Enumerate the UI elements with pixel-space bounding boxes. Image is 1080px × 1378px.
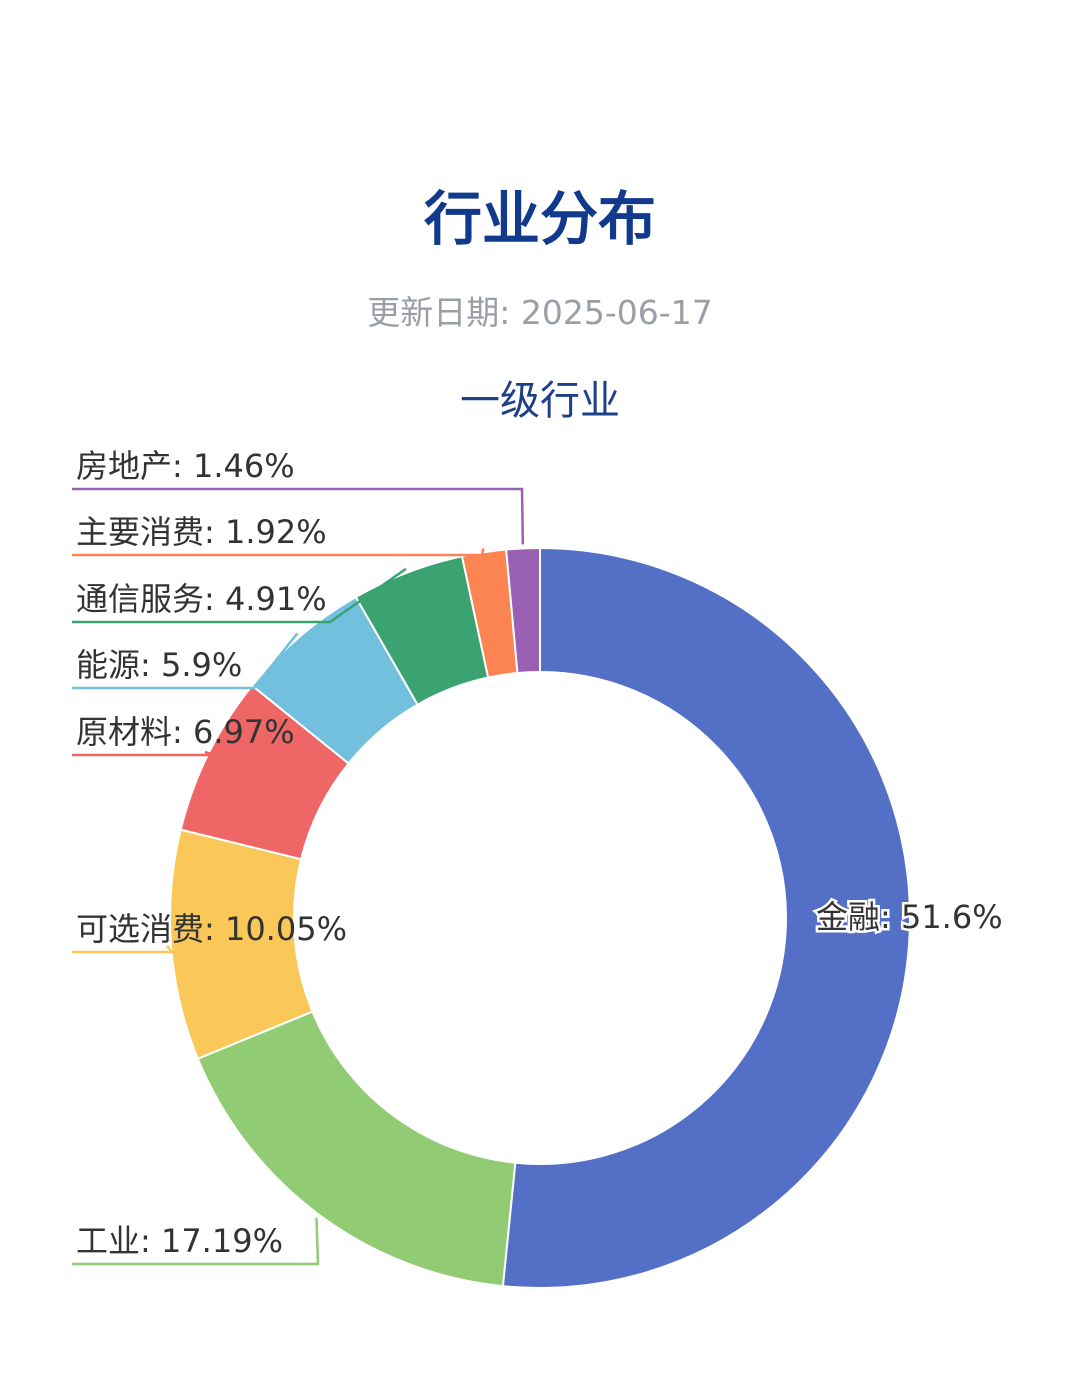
slice-label-5: 通信服务: 4.91% xyxy=(76,580,327,618)
label-leader-line-3 xyxy=(72,750,215,757)
update-date-row: 更新日期: 2025-06-17 xyxy=(0,286,1080,334)
page-title: 行业分布 xyxy=(423,185,656,253)
slice-label-3: 原材料: 6.97% xyxy=(76,713,295,751)
chart-title: 一级行业 xyxy=(460,378,620,424)
label-leader-line-1 xyxy=(72,1217,320,1266)
slice-label-1: 工业: 17.19% xyxy=(76,1222,283,1260)
slice-label-7: 房地产: 1.46% xyxy=(76,447,295,485)
slice-label-4: 能源: 5.9% xyxy=(76,646,242,684)
slice-label-6: 主要消费: 1.92% xyxy=(76,513,327,551)
slice-label-0: 金融: 51.6% xyxy=(816,898,1003,936)
donut-slice-0[interactable] xyxy=(501,546,911,1289)
slice-label-2: 可选消费: 10.05% xyxy=(76,910,347,948)
label-leader-line-4 xyxy=(72,632,299,690)
donut-slice-7[interactable] xyxy=(505,546,541,675)
label-leader-line-6 xyxy=(72,548,485,557)
label-leader-line-7 xyxy=(72,487,525,545)
label-leader-line-5 xyxy=(72,567,407,624)
update-date-value: 2025-06-17 xyxy=(520,293,713,332)
update-date-label: 更新日期: xyxy=(367,293,511,332)
label-leader-line-2 xyxy=(72,945,175,954)
